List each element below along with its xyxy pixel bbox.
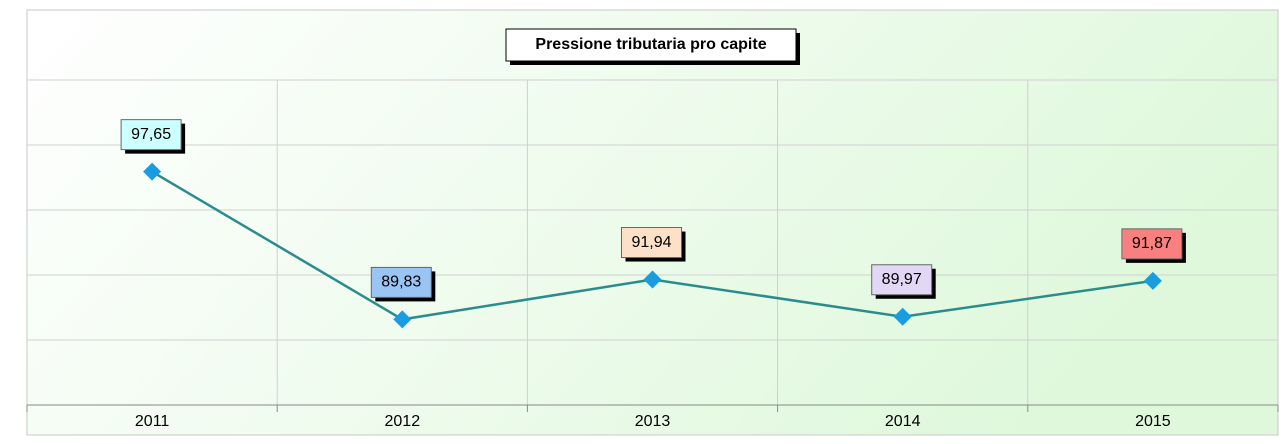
plot-background — [26, 9, 1279, 436]
chart-title: Pressione tributaria pro capite — [535, 36, 766, 53]
marker — [893, 307, 912, 326]
marker — [1143, 271, 1162, 290]
label-box — [1121, 228, 1183, 260]
x-tick-label: 2012 — [385, 413, 421, 430]
value-label: 91,94 — [631, 234, 671, 251]
x-tick-label: 2011 — [135, 413, 170, 430]
x-tick-label: 2014 — [885, 413, 921, 430]
label-box — [871, 264, 933, 296]
x-tick-label: 2013 — [635, 413, 671, 430]
title-box — [505, 28, 797, 62]
label-box — [621, 227, 682, 259]
value-label: 91,87 — [1132, 235, 1172, 252]
x-tick-label: 2015 — [1135, 413, 1171, 430]
value-label: 89,97 — [882, 271, 922, 288]
label-box — [120, 119, 182, 151]
marker — [643, 270, 662, 289]
label-box — [370, 266, 432, 298]
marker — [393, 310, 412, 329]
marker — [143, 162, 162, 181]
value-label: 97,65 — [131, 126, 171, 143]
value-label: 89,83 — [381, 274, 421, 291]
